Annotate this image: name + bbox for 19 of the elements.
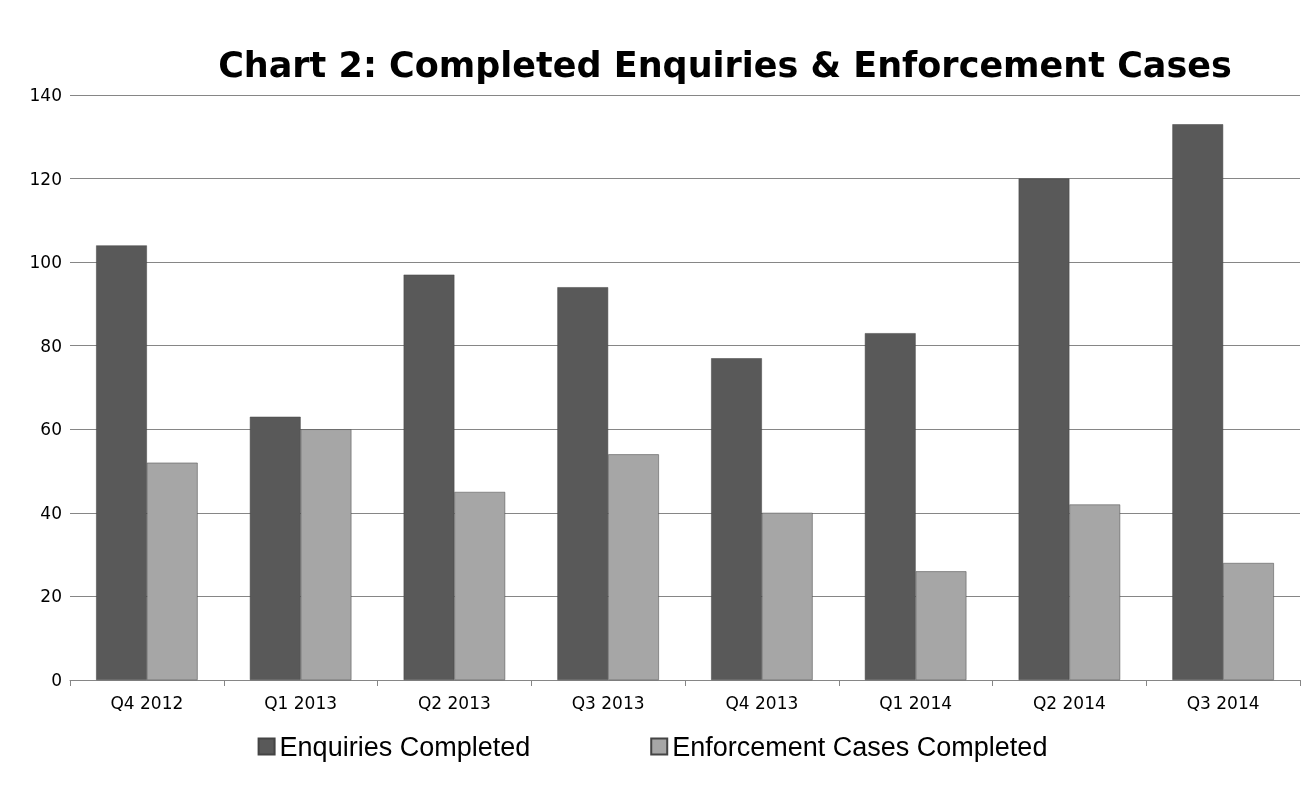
y-tick-label: 140 [29,85,62,105]
y-tick-label: 20 [40,586,62,607]
y-tick-label: 40 [40,502,62,523]
chart-title: Chart 2: Completed Enquiries & Enforcement Cases [218,44,1232,85]
y-tick-label: 80 [40,335,62,356]
x-tick-label: Q2 2014 [1032,692,1106,713]
x-tick-label: Q3 2014 [1186,692,1260,713]
y-tick-label: 0 [51,670,62,690]
legend-label: Enforcement Cases Completed [672,731,1048,762]
x-tick-label: Q4 2012 [110,692,184,713]
x-tick-label: Q1 2014 [879,692,953,713]
x-tick-label: Q2 2013 [417,692,491,713]
x-tick-label: Q3 2013 [571,692,645,713]
x-tick-label: Q1 2013 [264,692,338,713]
legend-label: Enquiries Completed [279,731,531,762]
y-tick-label: 60 [40,419,62,440]
y-tick-label: 100 [29,252,62,273]
y-tick-label: 120 [29,168,62,189]
x-tick-label: Q4 2013 [725,692,799,713]
